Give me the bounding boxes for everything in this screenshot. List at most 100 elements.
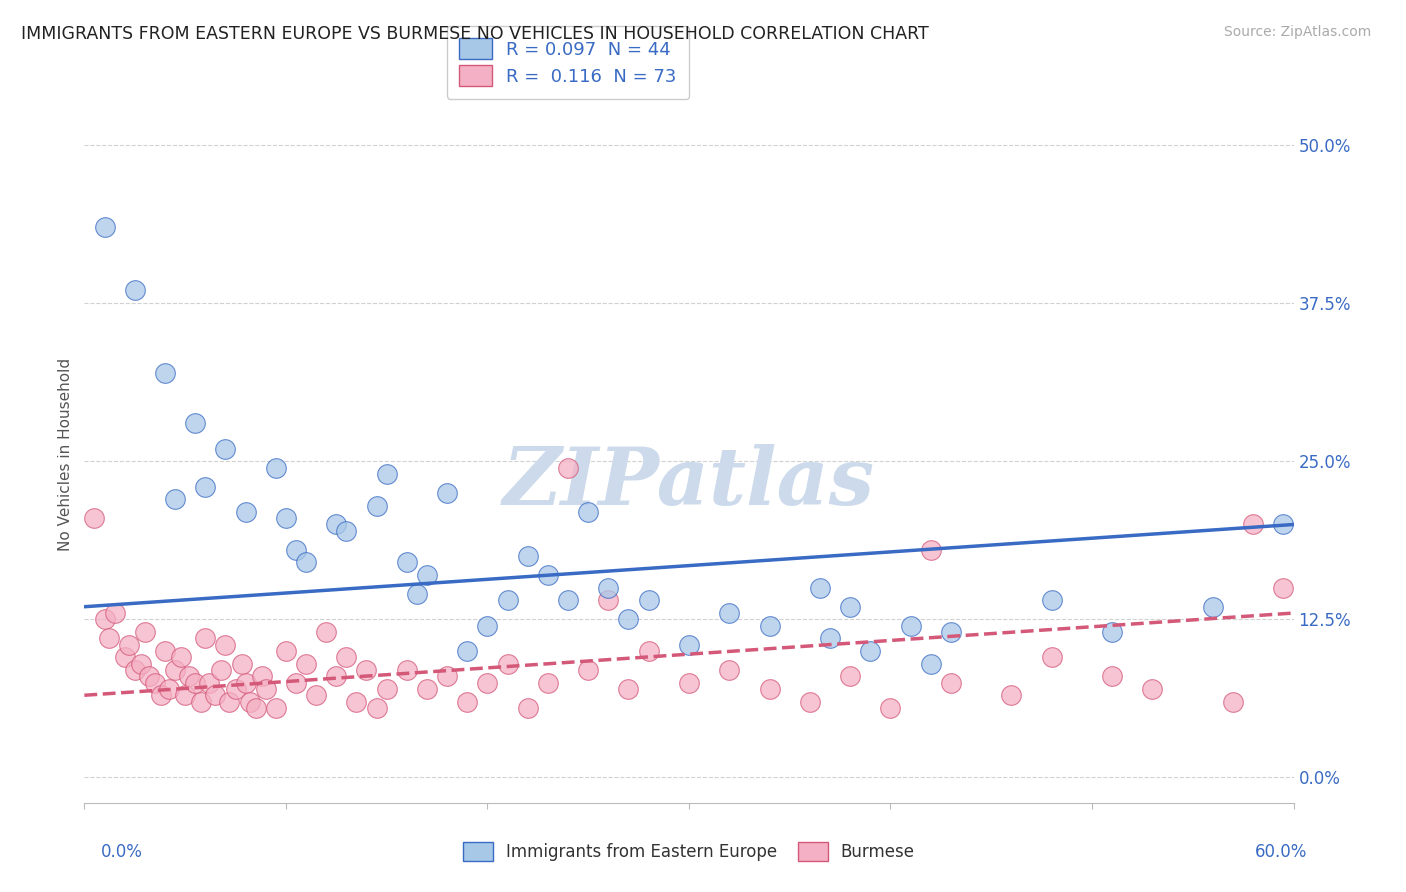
Point xyxy=(124,284,146,298)
Point xyxy=(496,593,519,607)
Point xyxy=(576,505,599,519)
Point xyxy=(808,581,831,595)
Point xyxy=(436,486,458,500)
Y-axis label: No Vehicles in Household: No Vehicles in Household xyxy=(58,359,73,551)
Point xyxy=(104,606,127,620)
Point xyxy=(516,549,538,563)
Point xyxy=(416,681,439,696)
Point xyxy=(920,657,942,671)
Point xyxy=(456,644,478,658)
Point xyxy=(285,542,308,557)
Point xyxy=(235,505,257,519)
Point xyxy=(758,618,780,632)
Point xyxy=(939,625,962,640)
Point xyxy=(214,442,236,456)
Point xyxy=(436,669,458,683)
Point xyxy=(231,657,253,671)
Point xyxy=(375,467,398,481)
Point xyxy=(1000,688,1022,702)
Text: ZIPatlas: ZIPatlas xyxy=(503,444,875,522)
Point xyxy=(214,638,236,652)
Point xyxy=(143,675,166,690)
Text: Source: ZipAtlas.com: Source: ZipAtlas.com xyxy=(1223,25,1371,39)
Point xyxy=(1222,695,1244,709)
Point xyxy=(274,644,297,658)
Point xyxy=(157,681,180,696)
Point xyxy=(346,695,368,709)
Point xyxy=(170,650,193,665)
Point xyxy=(1202,599,1225,614)
Point xyxy=(225,681,247,696)
Point xyxy=(1272,581,1295,595)
Point xyxy=(134,625,156,640)
Point xyxy=(537,675,560,690)
Point xyxy=(1101,669,1123,683)
Point xyxy=(366,499,388,513)
Point xyxy=(939,675,962,690)
Point xyxy=(637,593,659,607)
Point xyxy=(637,644,659,658)
Point xyxy=(335,524,357,538)
Point xyxy=(97,632,120,646)
Point xyxy=(254,681,277,696)
Point xyxy=(118,638,141,652)
Point xyxy=(859,644,882,658)
Point xyxy=(456,695,478,709)
Point xyxy=(93,220,115,235)
Point xyxy=(93,612,115,626)
Point xyxy=(138,669,160,683)
Point xyxy=(879,701,901,715)
Point xyxy=(356,663,378,677)
Point xyxy=(218,695,240,709)
Point xyxy=(1040,650,1063,665)
Legend: Immigrants from Eastern Europe, Burmese: Immigrants from Eastern Europe, Burmese xyxy=(453,831,925,871)
Point xyxy=(799,695,821,709)
Point xyxy=(576,663,599,677)
Point xyxy=(375,681,398,696)
Point xyxy=(174,688,197,702)
Point xyxy=(179,669,201,683)
Point xyxy=(839,669,862,683)
Point xyxy=(395,663,418,677)
Point xyxy=(204,688,226,702)
Point xyxy=(598,593,620,607)
Point xyxy=(537,568,560,582)
Point xyxy=(758,681,780,696)
Point xyxy=(165,663,187,677)
Point xyxy=(416,568,439,582)
Point xyxy=(496,657,519,671)
Point xyxy=(264,460,287,475)
Point xyxy=(235,675,257,690)
Point xyxy=(598,581,620,595)
Point xyxy=(114,650,136,665)
Point xyxy=(325,517,347,532)
Point xyxy=(395,556,418,570)
Point xyxy=(285,675,308,690)
Point xyxy=(264,701,287,715)
Point xyxy=(190,695,212,709)
Point xyxy=(617,612,640,626)
Point xyxy=(477,618,499,632)
Point xyxy=(718,606,741,620)
Point xyxy=(83,511,105,525)
Point xyxy=(335,650,357,665)
Point xyxy=(617,681,640,696)
Point xyxy=(325,669,347,683)
Point xyxy=(295,657,318,671)
Point xyxy=(1142,681,1164,696)
Point xyxy=(557,460,579,475)
Point xyxy=(718,663,741,677)
Point xyxy=(153,366,176,380)
Text: IMMIGRANTS FROM EASTERN EUROPE VS BURMESE NO VEHICLES IN HOUSEHOLD CORRELATION C: IMMIGRANTS FROM EASTERN EUROPE VS BURMES… xyxy=(21,25,929,43)
Point xyxy=(274,511,297,525)
Point xyxy=(1040,593,1063,607)
Point xyxy=(184,675,207,690)
Point xyxy=(198,675,221,690)
Text: 0.0%: 0.0% xyxy=(101,843,143,861)
Point xyxy=(477,675,499,690)
Point xyxy=(315,625,337,640)
Point xyxy=(818,632,841,646)
Point xyxy=(149,688,172,702)
Point xyxy=(920,542,942,557)
Point xyxy=(250,669,273,683)
